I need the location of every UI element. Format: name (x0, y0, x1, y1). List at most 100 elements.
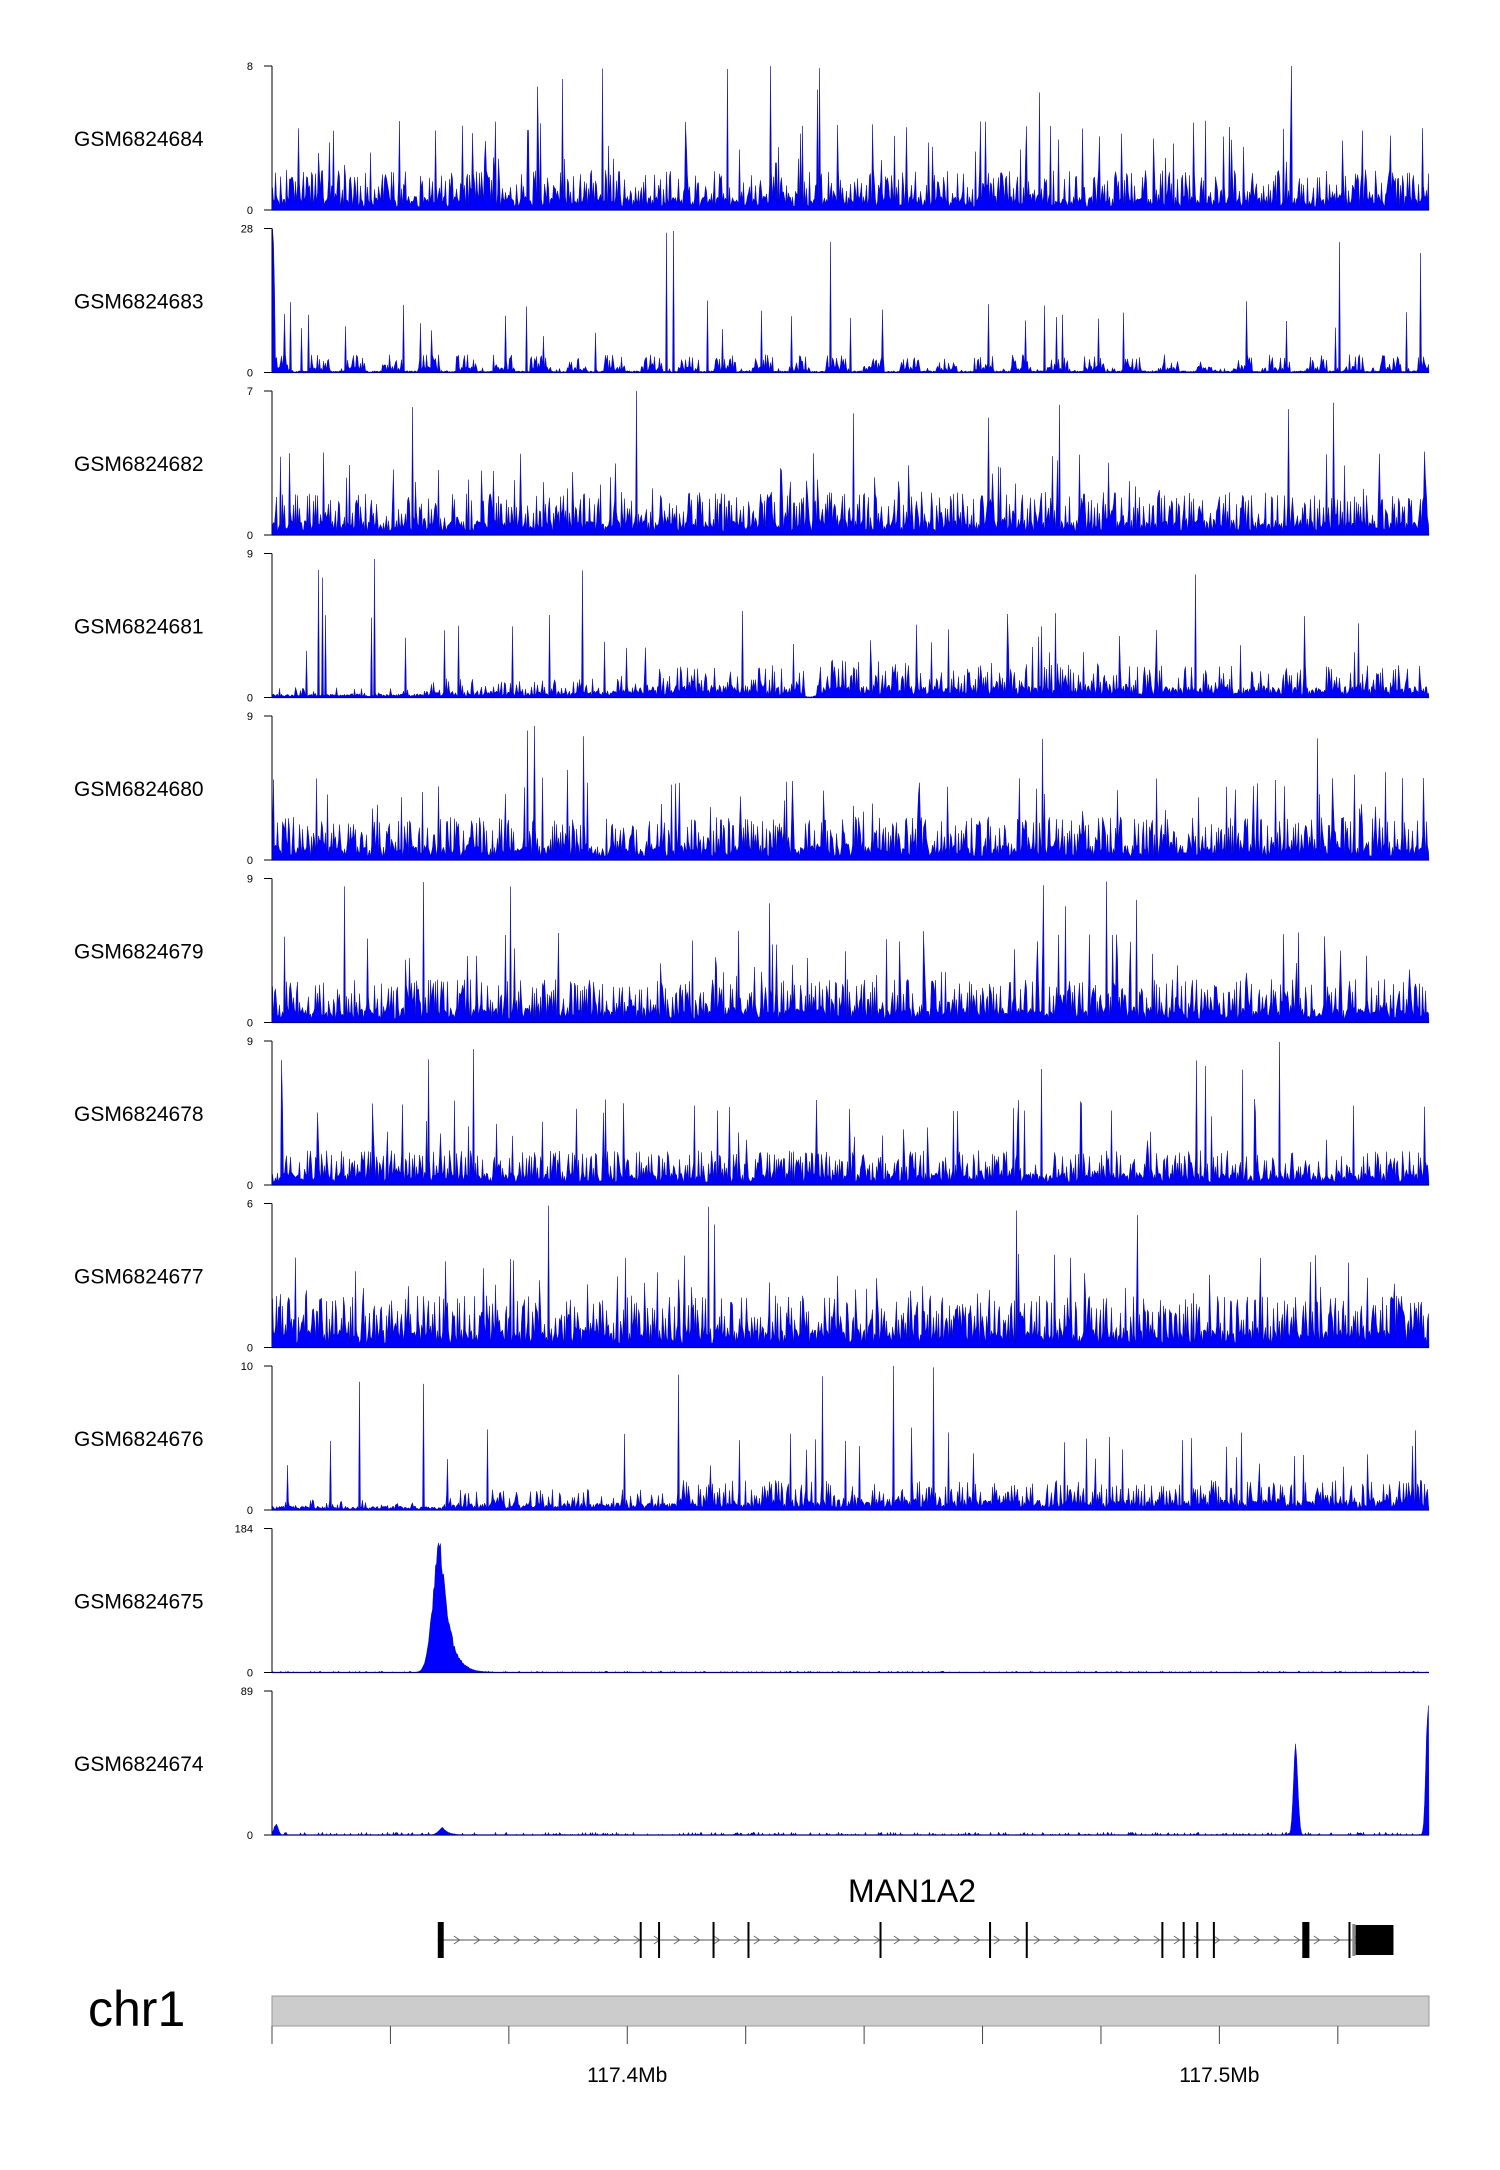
strand-arrow (1033, 1935, 1041, 1945)
gene-exon (1355, 1925, 1394, 1955)
gene-exon (658, 1922, 661, 1958)
track-GSM6824683: GSM6824683 28 0 (74, 224, 1430, 380)
strand-arrow (973, 1935, 981, 1945)
coverage-area (271, 1365, 1430, 1511)
track-ymax-label: 6 (247, 1199, 253, 1211)
strand-arrow (673, 1935, 681, 1945)
strand-arrow (713, 1935, 721, 1945)
strand-arrow (473, 1935, 481, 1945)
track-GSM6824675: GSM6824675 184 0 (74, 1524, 1429, 1680)
track-label: GSM6824674 (74, 1753, 204, 1776)
strand-arrow (1273, 1935, 1281, 1945)
coverage-area (271, 881, 1430, 1023)
axis-tick-label: 117.5Mb (1179, 2064, 1259, 2087)
track-ymin-label: 0 (247, 1505, 253, 1517)
strand-arrow (1193, 1935, 1201, 1945)
strand-arrow (953, 1935, 961, 1945)
track-ymax-label: 9 (247, 1036, 253, 1048)
track-ymax-label: 9 (247, 874, 253, 886)
gene-name-label: MAN1A2 (848, 1873, 976, 1909)
track-GSM6824674: GSM6824674 89 0 (74, 1686, 1430, 1842)
strand-arrow (1213, 1935, 1221, 1945)
gene-exon (1025, 1922, 1028, 1958)
coverage-area (271, 65, 1430, 211)
strand-arrow (773, 1935, 781, 1945)
strand-arrow (1073, 1935, 1081, 1945)
strand-arrow (1233, 1935, 1241, 1945)
track-label: GSM6824679 (74, 941, 204, 964)
strand-arrow (1013, 1935, 1021, 1945)
strand-arrow (1153, 1935, 1161, 1945)
track-GSM6824676: GSM6824676 10 0 (74, 1361, 1430, 1517)
gene-exon (437, 1922, 444, 1958)
coverage-area (271, 1705, 1430, 1836)
track-ymin-label: 0 (247, 1018, 253, 1030)
strand-arrow (813, 1935, 821, 1945)
strand-arrow (1173, 1935, 1181, 1945)
strand-arrow (493, 1935, 501, 1945)
strand-arrow (593, 1935, 601, 1945)
gene-exon (1182, 1922, 1185, 1958)
strand-arrow (753, 1935, 761, 1945)
strand-arrow (893, 1935, 901, 1945)
track-ymin-label: 0 (247, 1180, 253, 1192)
track-ymax-label: 28 (241, 224, 253, 236)
strand-arrow (613, 1935, 621, 1945)
strand-arrow (533, 1935, 541, 1945)
track-GSM6824677: GSM6824677 6 0 (74, 1199, 1430, 1355)
strand-arrow (913, 1935, 921, 1945)
track-GSM6824684: GSM6824684 8 0 (74, 61, 1430, 217)
strand-arrow (1313, 1935, 1321, 1945)
strand-arrow (453, 1935, 461, 1945)
track-ymin-label: 0 (247, 205, 253, 217)
track-ymax-label: 9 (247, 711, 253, 723)
strand-arrow (793, 1935, 801, 1945)
track-label: GSM6824684 (74, 128, 204, 151)
gene-exon (1196, 1922, 1199, 1958)
track-ymax-label: 89 (241, 1686, 253, 1698)
track-label: GSM6824683 (74, 291, 204, 314)
track-ymin-label: 0 (247, 1668, 253, 1680)
strand-arrow (553, 1935, 561, 1945)
strand-arrow (993, 1935, 1001, 1945)
track-ymax-label: 7 (247, 386, 253, 398)
genome-axis: 117.4Mb 117.5Mb (271, 2026, 1339, 2087)
track-ymax-label: 10 (241, 1361, 253, 1373)
gene-exon (1212, 1922, 1215, 1958)
track-label: GSM6824681 (74, 616, 204, 639)
strand-arrow (733, 1935, 741, 1945)
gene-exon (879, 1922, 882, 1958)
coverage-area (271, 228, 1430, 373)
track-label: GSM6824676 (74, 1428, 204, 1451)
track-label: GSM6824678 (74, 1103, 204, 1126)
gene-exon (639, 1922, 642, 1958)
gene-exon (1161, 1922, 1164, 1958)
track-GSM6824682: GSM6824682 7 0 (74, 386, 1430, 542)
gene-track: MAN1A2 (437, 1873, 1394, 1958)
strand-arrow (1133, 1935, 1141, 1945)
track-ymax-label: 9 (247, 549, 253, 561)
gene-exon (1348, 1922, 1351, 1958)
track-ymin-label: 0 (247, 855, 253, 867)
coverage-area (271, 1205, 1430, 1348)
track-GSM6824681: GSM6824681 9 0 (74, 549, 1430, 705)
track-label: GSM6824677 (74, 1266, 204, 1289)
strand-arrow (853, 1935, 861, 1945)
strand-arrow (1253, 1935, 1261, 1945)
coverage-area (271, 1542, 1429, 1673)
chromosome-ideogram: chr1 (88, 1981, 1430, 2037)
coverage-area (271, 390, 1430, 536)
track-label: GSM6824682 (74, 453, 204, 476)
coverage-area (271, 1041, 1430, 1186)
gene-exon (989, 1922, 992, 1958)
track-ymin-label: 0 (247, 530, 253, 542)
strand-arrow (1333, 1935, 1341, 1945)
chromosome-band (271, 1995, 1430, 2027)
axis-tick-label: 117.4Mb (587, 2064, 667, 2087)
coverage-area (271, 725, 1430, 861)
track-GSM6824680: GSM6824680 9 0 (74, 711, 1430, 867)
track-ymax-label: 184 (235, 1524, 253, 1536)
strand-arrow (1053, 1935, 1061, 1945)
gene-exon (747, 1922, 750, 1958)
